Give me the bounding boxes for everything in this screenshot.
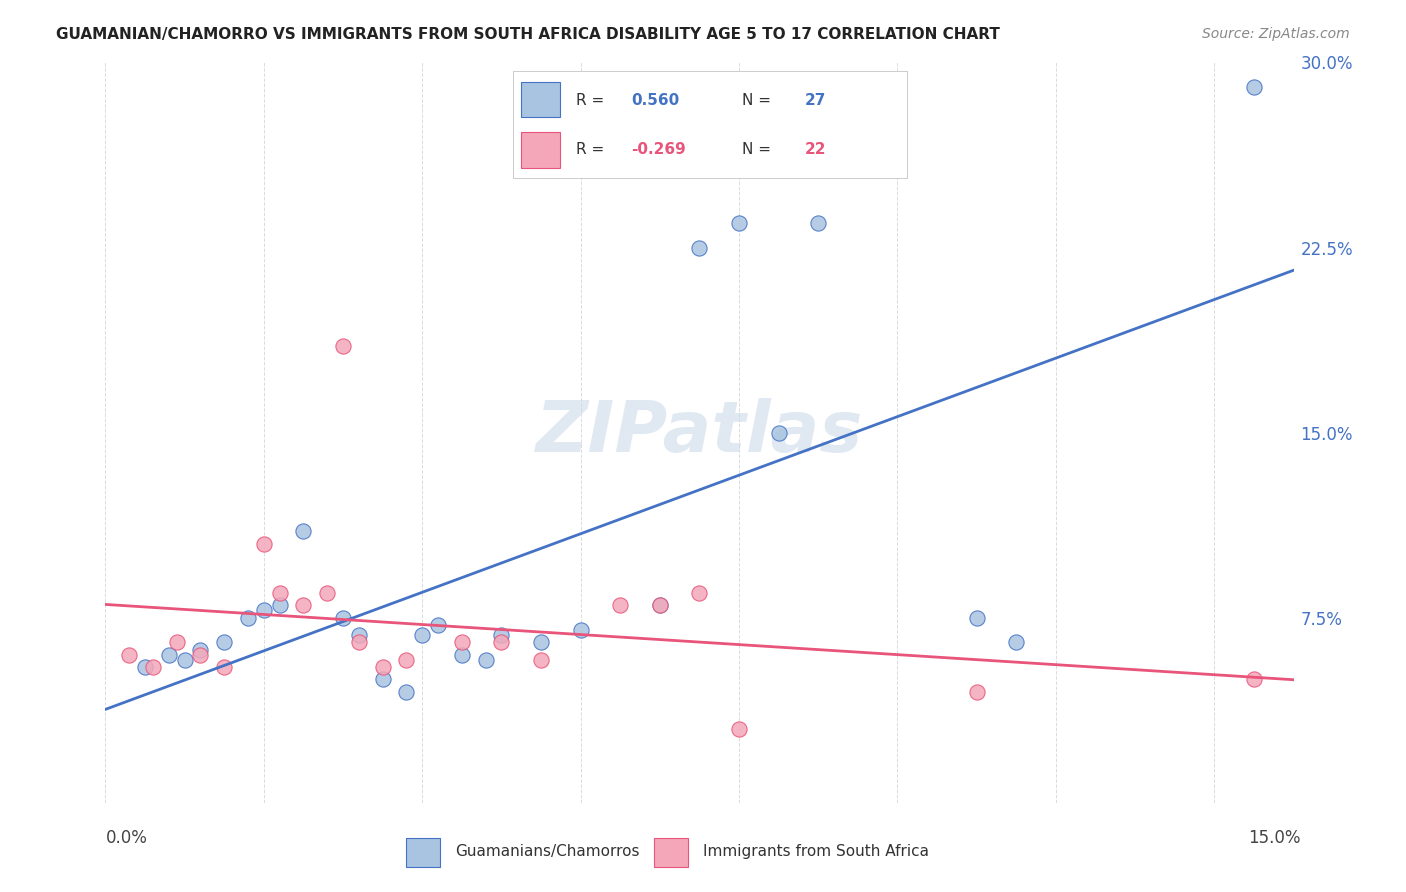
Point [332, 339, 354, 353]
Point [450, 648, 472, 662]
Point [530, 653, 553, 667]
Point [173, 653, 195, 667]
Point [569, 623, 592, 637]
Text: R =: R = [576, 142, 609, 157]
Point [371, 673, 394, 687]
Point [728, 722, 751, 736]
Point [427, 618, 450, 632]
Point [236, 610, 259, 624]
Text: N =: N = [741, 93, 775, 108]
Point [689, 586, 711, 600]
Point [1005, 635, 1028, 649]
Point [157, 648, 180, 662]
Point [1243, 80, 1265, 95]
Point [807, 216, 830, 230]
Point [118, 648, 141, 662]
Text: GUAMANIAN/CHAMORRO VS IMMIGRANTS FROM SOUTH AFRICA DISABILITY AGE 5 TO 17 CORREL: GUAMANIAN/CHAMORRO VS IMMIGRANTS FROM SO… [56, 27, 1000, 42]
Point [411, 628, 433, 642]
FancyBboxPatch shape [406, 838, 440, 867]
Point [648, 599, 671, 613]
Point [1243, 673, 1265, 687]
Text: 0.560: 0.560 [631, 93, 679, 108]
Point [292, 599, 315, 613]
Text: R =: R = [576, 93, 614, 108]
Point [253, 536, 276, 550]
Point [316, 586, 339, 600]
Point [190, 642, 212, 657]
Text: 27: 27 [804, 93, 825, 108]
Point [269, 599, 291, 613]
Point [966, 610, 988, 624]
Text: 0.0%: 0.0% [105, 829, 148, 847]
Point [371, 660, 394, 674]
Point [190, 648, 212, 662]
Point [142, 660, 165, 674]
Point [269, 586, 291, 600]
Point [609, 599, 631, 613]
Point [768, 425, 790, 440]
Point [134, 660, 156, 674]
Point [395, 653, 418, 667]
FancyBboxPatch shape [522, 82, 561, 118]
Point [491, 635, 513, 649]
Point [966, 685, 988, 699]
Point [214, 660, 236, 674]
FancyBboxPatch shape [522, 132, 561, 168]
Text: N =: N = [741, 142, 775, 157]
Point [292, 524, 315, 539]
Text: ZIPatlas: ZIPatlas [536, 398, 863, 467]
Text: Source: ZipAtlas.com: Source: ZipAtlas.com [1202, 27, 1350, 41]
Text: 15.0%: 15.0% [1249, 829, 1301, 847]
Point [728, 216, 751, 230]
Text: Immigrants from South Africa: Immigrants from South Africa [703, 845, 929, 859]
Point [214, 635, 236, 649]
Text: 22: 22 [804, 142, 825, 157]
Point [166, 635, 188, 649]
Point [491, 628, 513, 642]
Point [332, 610, 354, 624]
Point [474, 653, 496, 667]
Point [347, 628, 370, 642]
Text: Guamanians/Chamorros: Guamanians/Chamorros [456, 845, 640, 859]
Text: -0.269: -0.269 [631, 142, 686, 157]
Point [530, 635, 553, 649]
Point [648, 599, 671, 613]
Point [689, 240, 711, 255]
Point [253, 603, 276, 617]
Point [395, 685, 418, 699]
Point [347, 635, 370, 649]
FancyBboxPatch shape [654, 838, 688, 867]
Point [450, 635, 472, 649]
